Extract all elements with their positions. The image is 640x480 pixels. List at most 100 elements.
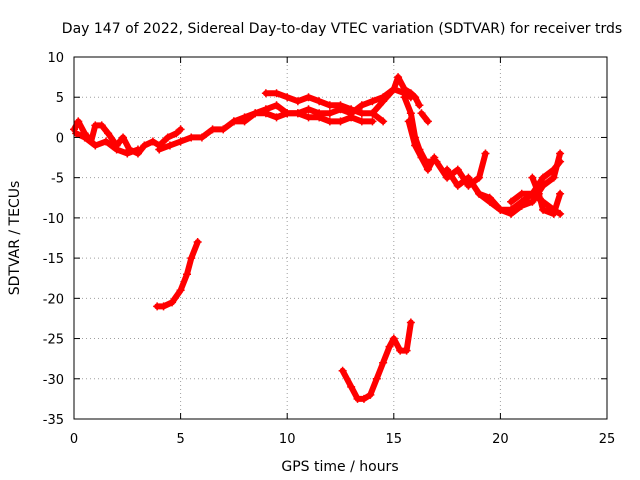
data-point-plus-marker [464,173,473,182]
series-trace [433,150,489,189]
y-tick-label: -20 [43,292,64,307]
data-point-plus-marker [357,109,366,118]
data-point-plus-marker [283,109,292,118]
data-point-plus-marker [415,101,424,110]
y-tick-label: -35 [43,413,64,428]
data-point-plus-marker [417,109,426,118]
data-point-plus-marker [423,165,432,174]
data-point-plus-marker [338,366,347,375]
y-tick-label: 5 [56,91,64,106]
data-point-plus-marker [539,205,548,214]
series-layer [70,73,565,403]
data-point-plus-marker [406,89,415,98]
data-point-plus-marker [91,141,100,150]
series-trace [369,74,423,117]
data-point-plus-marker [176,286,185,295]
data-point-plus-marker [140,141,149,150]
data-point-plus-marker [366,390,375,399]
data-point-plus-marker [485,193,494,202]
data-point-plus-marker [517,189,526,198]
data-point-plus-marker [159,302,168,311]
data-point-plus-marker [119,133,128,142]
data-point-plus-marker [357,117,366,126]
data-point-plus-marker [496,205,505,214]
data-point-plus-marker [402,346,411,355]
series-arc-4 [229,109,377,126]
data-point-plus-marker [193,238,202,247]
data-point-plus-marker [359,394,368,403]
data-point-plus-marker [155,145,164,154]
data-point-plus-marker [394,73,403,82]
data-point-plus-marker [304,93,313,102]
data-point-plus-marker [272,101,281,110]
data-point-plus-marker [534,189,543,198]
x-tick-label: 10 [279,432,296,447]
data-point-plus-marker [379,97,388,106]
data-point-plus-marker [187,133,196,142]
y-tick-label: -5 [51,172,64,187]
data-point-plus-marker [104,129,113,138]
ticks: 0 5 10 15 20 25 10 5 0 -5 -10 -15 -20 -25 -30 -35 [43,51,616,447]
data-point-plus-marker [443,165,452,174]
y-tick-label: 10 [47,51,64,66]
data-point-plus-marker [229,117,238,126]
data-point-plus-marker [74,117,83,126]
data-point-plus-marker [556,189,565,198]
data-point-plus-marker [168,298,177,307]
x-tick-label: 20 [492,432,509,447]
series-arc-15 [153,238,202,311]
data-point-plus-marker [453,165,462,174]
data-point-plus-marker [549,173,558,182]
data-point-plus-marker [251,109,260,118]
data-point-plus-marker [400,93,409,102]
data-point-plus-marker [517,201,526,210]
data-point-plus-marker [176,125,185,134]
data-point-plus-marker [165,141,174,150]
data-point-plus-marker [379,358,388,367]
y-tick-label: -15 [43,252,64,267]
data-point-plus-marker [539,173,548,182]
data-point-plus-marker [556,149,565,158]
data-point-plus-marker [304,105,313,114]
data-point-plus-marker [293,97,302,106]
series-arc-14 [528,173,565,218]
data-point-plus-marker [261,109,270,118]
data-point-plus-marker [172,129,181,138]
data-point-plus-marker [325,101,334,110]
x-axis-label: GPS time / hours [281,459,398,475]
data-point-plus-marker [406,109,415,118]
data-point-plus-marker [123,149,132,158]
data-point-plus-marker [368,97,377,106]
data-point-plus-marker [272,89,281,98]
data-point-plus-marker [372,374,381,383]
data-point-plus-marker [315,113,324,122]
data-point-plus-marker [148,137,157,146]
data-point-plus-marker [97,121,106,130]
y-tick-label: 0 [56,131,64,146]
data-point-plus-marker [423,117,432,126]
y-tick-label: -25 [43,333,64,348]
data-point-plus-marker [72,129,81,138]
data-point-plus-marker [507,209,516,218]
series-arc-16 [338,318,415,403]
data-point-plus-marker [112,145,121,154]
data-point-plus-marker [389,85,398,94]
data-point-plus-marker [163,133,172,142]
data-point-plus-marker [400,85,409,94]
data-point-plus-marker [549,209,558,218]
y-axis-label: SDTVAR / TECUs [7,181,23,296]
data-point-plus-marker [347,382,356,391]
series-arc-8 [404,117,439,174]
y-tick-label: -10 [43,212,64,227]
plot-border [73,56,608,420]
data-point-plus-marker [475,189,484,198]
series-trace [154,239,201,310]
data-point-plus-marker [80,133,89,142]
data-point-plus-marker [101,137,110,146]
data-point-plus-marker [187,254,196,263]
series-arc-5 [261,89,388,126]
x-tick-label: 5 [176,432,184,447]
data-point-plus-marker [304,113,313,122]
y-tick-label: -30 [43,373,64,388]
